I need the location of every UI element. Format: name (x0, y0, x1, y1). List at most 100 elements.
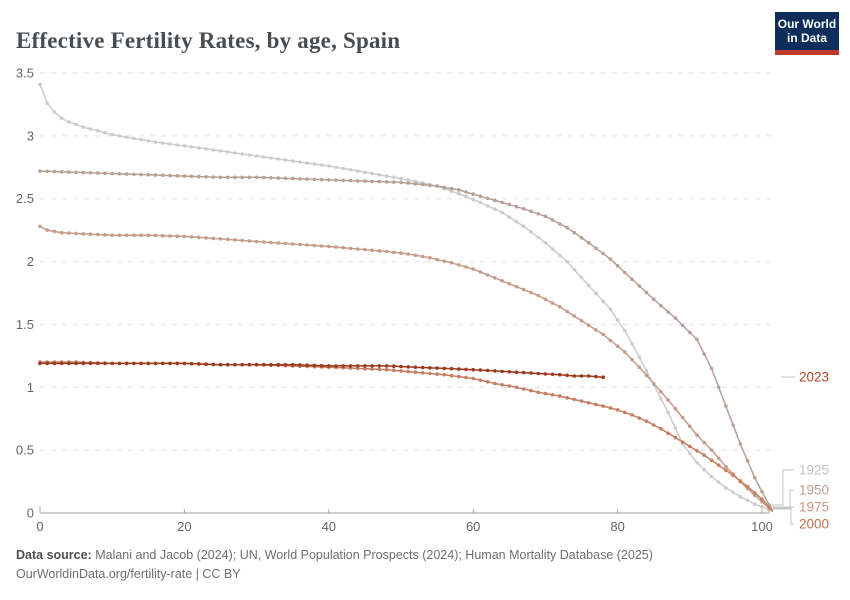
series-1925-marker (702, 467, 706, 472)
series-1925-marker (688, 451, 692, 456)
series-1950-marker (233, 175, 237, 180)
series-1950-marker (695, 337, 699, 342)
series-1975-marker (96, 232, 100, 237)
series-2023-marker (146, 361, 151, 366)
series-1925-marker (716, 480, 721, 485)
series-1950-line (39, 170, 774, 513)
series-1950-marker (709, 366, 714, 371)
series-1950-marker (132, 172, 136, 177)
series-1975-marker (651, 381, 656, 386)
series-1950-marker (262, 175, 266, 180)
series-1950-marker (485, 196, 490, 201)
series-1950-marker (688, 330, 692, 335)
series-2000-marker (572, 397, 577, 402)
series-2000-marker (731, 473, 735, 478)
series-2023-marker (132, 361, 136, 366)
series-1975-marker (240, 238, 244, 243)
series-1925-marker (601, 299, 605, 304)
series-1975-marker (283, 241, 288, 246)
series-1975-marker (428, 255, 432, 260)
series-1975-marker (724, 464, 728, 469)
series-2000-marker (464, 375, 468, 380)
series-1950-marker (565, 225, 569, 230)
series-1975-marker (334, 245, 338, 249)
series-1975-marker (153, 233, 158, 238)
series-1950-marker (651, 297, 656, 302)
series-1975-marker (435, 257, 439, 262)
series-1975-marker (471, 267, 476, 271)
series-1950-marker (399, 180, 403, 185)
owid-logo[interactable]: Our World in Data (775, 12, 839, 55)
series-2023[interactable] (38, 361, 605, 380)
legend-label-1950[interactable]: 1950 (799, 483, 829, 498)
series-1925[interactable] (38, 82, 774, 513)
series-1975-marker (644, 373, 649, 378)
series-1975-marker (355, 247, 360, 251)
series-1950-marker (197, 174, 201, 179)
series-1975-marker (579, 318, 584, 323)
legend-label-2023[interactable]: 2023 (799, 370, 829, 385)
series-2000-marker (702, 453, 706, 458)
series-2000-marker (507, 384, 512, 388)
series-1950-marker (225, 175, 230, 180)
series-1975-marker (529, 290, 533, 295)
series-2000-marker (644, 419, 649, 424)
series-2023-marker (594, 374, 598, 379)
legend-label-1975[interactable]: 1975 (799, 500, 829, 515)
series-1950-marker (117, 172, 122, 176)
series-2023-marker (81, 361, 86, 366)
series-2000-marker (695, 449, 699, 453)
series-1950-marker (724, 404, 728, 408)
series-1925-marker (659, 396, 663, 401)
series-1975-marker (204, 236, 208, 240)
series-1975-marker (254, 239, 259, 244)
series-2000-marker (738, 479, 743, 483)
legend-label-1925[interactable]: 1925 (799, 463, 829, 478)
series-1950-marker (745, 459, 750, 463)
legend-label-2000[interactable]: 2000 (799, 517, 829, 532)
series-2000[interactable] (38, 360, 774, 512)
x-tick-label: 0 (36, 519, 43, 534)
legend-connector-1950 (771, 489, 794, 508)
series-2000-marker (630, 413, 634, 417)
series-1925-marker (110, 132, 114, 137)
series-1950[interactable] (38, 169, 774, 513)
y-tick-label: 1.5 (16, 317, 34, 332)
series-2023-marker (290, 362, 295, 367)
series-1925-marker (507, 215, 512, 219)
series-2023-marker (493, 369, 497, 373)
series-1925-marker (514, 220, 519, 224)
series-2000-marker (594, 402, 598, 407)
series-2000-marker (392, 368, 396, 373)
series-2000-marker (500, 383, 504, 387)
series-1975-marker (182, 234, 187, 239)
series-2000-marker (716, 463, 721, 468)
series-2000-marker (478, 378, 483, 383)
series-1925-marker (96, 129, 100, 133)
series-1925-marker (500, 210, 504, 215)
series-1925-marker (673, 426, 678, 430)
series-2023-marker (572, 374, 577, 378)
series-1925-marker (377, 173, 382, 177)
series-2000-marker (514, 385, 519, 390)
series-1975-marker (211, 236, 216, 241)
owid-url-link[interactable]: OurWorldinData.org/fertility-rate | CC B… (16, 567, 241, 581)
series-1975-marker (594, 328, 598, 332)
series-1975-marker (160, 233, 165, 238)
series-1925-marker (103, 130, 107, 135)
series-1950-marker (146, 173, 151, 177)
series-1975-marker (262, 240, 266, 244)
series-1925-marker (753, 502, 757, 507)
y-tick-label: 1 (27, 380, 34, 395)
series-2000-marker (673, 435, 678, 440)
series-1925-marker (521, 224, 526, 229)
series-2000-marker (543, 391, 548, 396)
series-1950-marker (457, 188, 461, 192)
series-1925-marker (449, 189, 454, 193)
series-1975-marker (392, 250, 396, 255)
series-1925-marker (132, 136, 136, 141)
series-1925-marker (211, 148, 216, 152)
series-1925-marker (59, 116, 64, 121)
series-1975[interactable] (38, 224, 774, 513)
series-1975-marker (623, 350, 627, 354)
